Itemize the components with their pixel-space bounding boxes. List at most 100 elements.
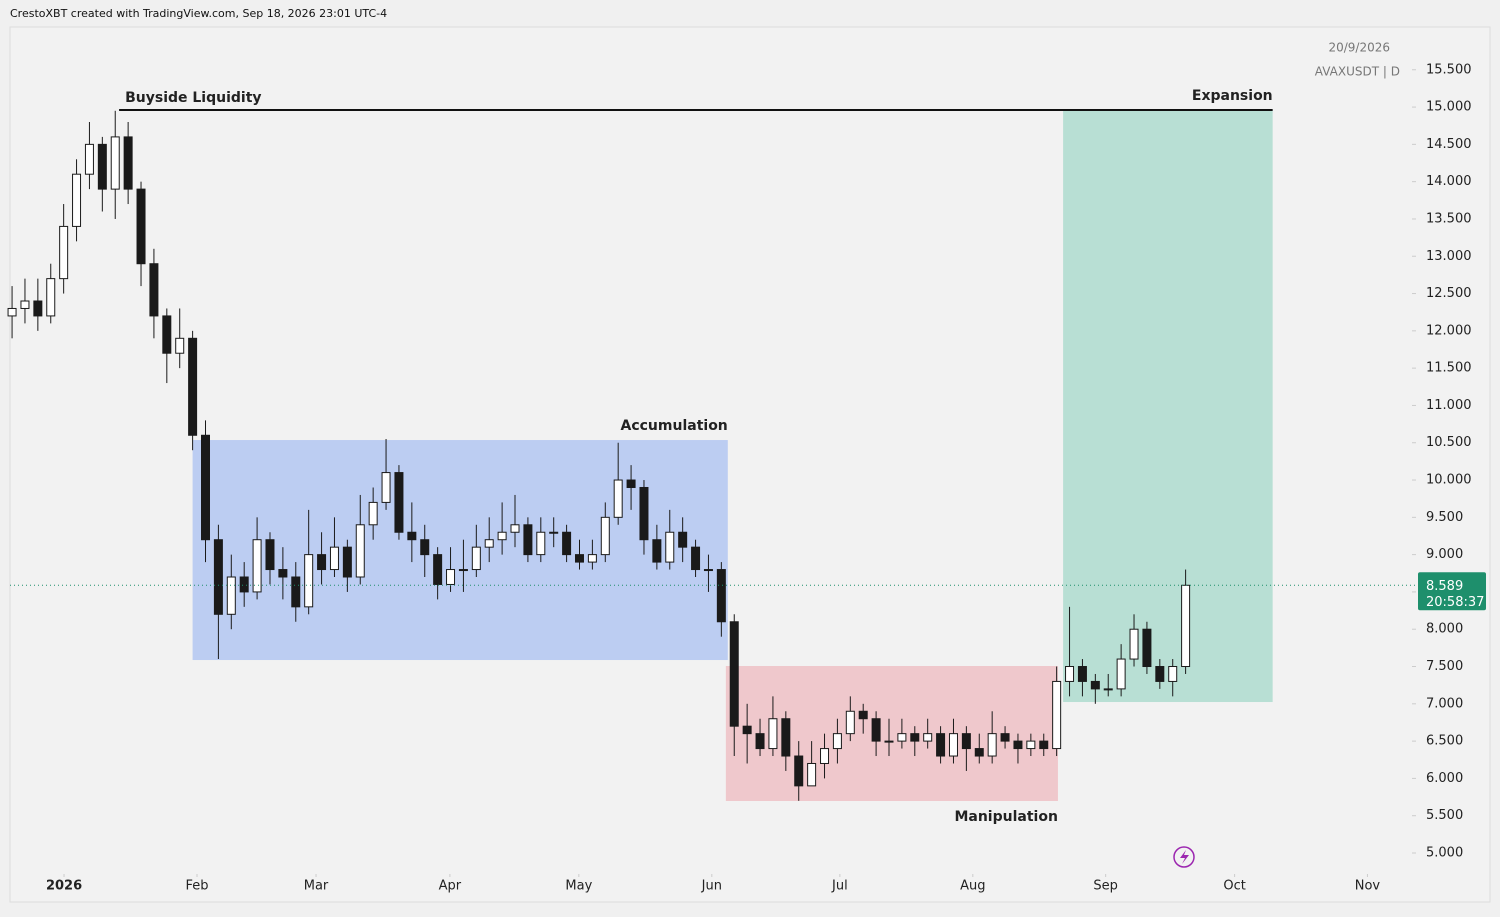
x-tick-label: May <box>565 879 592 894</box>
candle-body <box>858 710 868 720</box>
candle-body <box>446 569 456 585</box>
candle-body <box>1026 740 1036 750</box>
candle-body <box>458 569 468 572</box>
candle-body <box>1065 666 1075 682</box>
candle-body <box>574 554 584 563</box>
candle-body <box>742 725 752 735</box>
candle-body <box>678 531 688 548</box>
candle-body <box>497 531 507 541</box>
candle-body <box>936 733 946 757</box>
y-tick-label: 13.000 <box>1426 249 1472 264</box>
date: 20/9/2026 <box>1328 41 1390 55</box>
candle-body <box>1129 628 1139 660</box>
y-tick-label: 14.500 <box>1426 137 1472 152</box>
candle-body <box>703 569 713 572</box>
candle-body <box>136 188 146 265</box>
y-tick-label: 9.500 <box>1426 510 1463 525</box>
candle-body <box>110 136 120 190</box>
candle-body <box>807 762 817 787</box>
candle-body <box>871 718 881 742</box>
last-price-label: 8.589 <box>1426 579 1463 594</box>
candle-body <box>433 554 443 585</box>
candle-body <box>381 472 391 503</box>
candle-body <box>626 479 636 488</box>
candle-body <box>1168 666 1178 682</box>
candle-body <box>355 524 365 578</box>
candle-body <box>1000 733 1010 742</box>
y-tick-label: 15.000 <box>1426 100 1472 115</box>
candle-body <box>884 740 894 743</box>
x-tick-label: Sep <box>1093 879 1118 894</box>
x-tick-label: Mar <box>304 879 329 894</box>
y-tick-label: 14.000 <box>1426 174 1472 189</box>
candle-body <box>7 307 17 317</box>
last-price-box <box>1418 572 1486 611</box>
candle-body <box>961 733 971 750</box>
x-tick-label: Feb <box>185 879 208 894</box>
candle-body <box>407 531 417 541</box>
candle-body <box>987 733 997 757</box>
y-tick-label: 5.000 <box>1426 845 1463 860</box>
candle-body <box>59 225 69 280</box>
candle-body <box>1116 658 1126 690</box>
candle-body <box>562 531 572 556</box>
candle-body <box>394 472 404 533</box>
candle-body <box>1103 688 1113 691</box>
candle-body <box>304 554 314 608</box>
candle-body <box>755 733 765 750</box>
candle-body <box>368 501 378 526</box>
x-tick-label: Nov <box>1355 879 1381 894</box>
candle-body <box>897 733 907 742</box>
zone <box>192 440 728 661</box>
y-tick-label: 12.500 <box>1426 286 1472 301</box>
candle-body <box>239 576 249 593</box>
alert-icon[interactable] <box>1173 846 1195 868</box>
zone-label: Manipulation <box>954 809 1057 825</box>
y-tick-label: 10.000 <box>1426 473 1472 488</box>
candle-body <box>162 315 172 354</box>
y-tick-label: 13.500 <box>1426 211 1472 226</box>
x-tick-label: Aug <box>960 879 985 894</box>
symbol: AVAXUSDT | D <box>1315 65 1400 79</box>
candle-body <box>1090 680 1100 690</box>
y-tick-label: 5.500 <box>1426 808 1463 823</box>
candle-body <box>523 524 533 556</box>
candle-body <box>317 554 327 571</box>
plot: Accumulation Manipulation Expansion Buyside… <box>7 69 1418 877</box>
candle-body <box>342 546 352 578</box>
candle-body <box>213 539 223 615</box>
candle-body <box>420 539 430 556</box>
candle-body <box>639 486 649 541</box>
candle-body <box>1155 666 1165 682</box>
candle-body <box>652 539 662 563</box>
y-tick-label: 6.500 <box>1426 734 1463 749</box>
y-tick-label: 7.000 <box>1426 696 1463 711</box>
candle-body <box>613 479 623 518</box>
y-tick-label: 12.000 <box>1426 323 1472 338</box>
candle-body <box>549 531 559 534</box>
candle-body <box>910 733 920 742</box>
candle-body <box>587 554 597 563</box>
candle-body <box>974 748 984 757</box>
candle-body <box>84 143 94 175</box>
candle-body <box>716 569 726 623</box>
candle-body <box>72 173 82 227</box>
y-tick-label: 10.500 <box>1426 435 1472 450</box>
candle-body <box>1142 628 1152 668</box>
candle-body <box>691 546 701 571</box>
candle-body <box>97 143 107 190</box>
candle-body <box>729 621 739 727</box>
candle-body <box>768 718 778 750</box>
y-tick-label: 11.500 <box>1426 361 1472 376</box>
candle-body <box>123 136 133 190</box>
countdown: 20:58:37 <box>1426 595 1484 610</box>
zone-label: Accumulation <box>621 418 728 434</box>
candle-body <box>329 546 339 571</box>
candle-body <box>1039 740 1049 750</box>
candle-body <box>1181 584 1191 668</box>
candle-body <box>291 576 301 608</box>
candle-body <box>252 539 262 593</box>
candle-body <box>820 748 830 764</box>
candle-body <box>278 569 288 578</box>
